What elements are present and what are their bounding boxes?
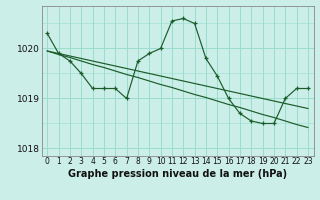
X-axis label: Graphe pression niveau de la mer (hPa): Graphe pression niveau de la mer (hPa) xyxy=(68,169,287,179)
